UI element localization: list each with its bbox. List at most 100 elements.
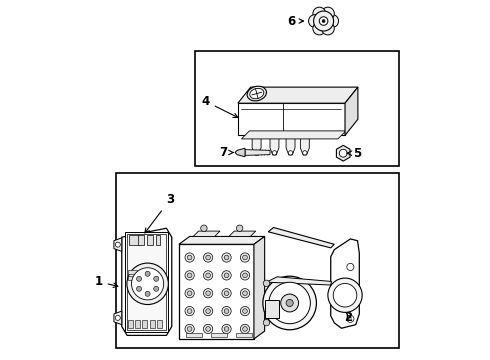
Circle shape [137, 276, 142, 281]
Bar [186, 333, 202, 337]
Polygon shape [229, 231, 256, 237]
Circle shape [254, 151, 259, 155]
Circle shape [303, 151, 307, 155]
Bar [138, 235, 144, 246]
Circle shape [333, 283, 357, 307]
Circle shape [263, 280, 270, 287]
Circle shape [309, 15, 321, 27]
Circle shape [281, 294, 298, 312]
Circle shape [203, 306, 213, 316]
Bar [265, 300, 279, 318]
Circle shape [187, 291, 192, 296]
Circle shape [187, 273, 192, 278]
Circle shape [243, 255, 247, 260]
Circle shape [289, 151, 293, 155]
Circle shape [347, 264, 354, 270]
Polygon shape [242, 131, 346, 139]
Circle shape [241, 289, 249, 298]
Polygon shape [122, 228, 172, 336]
Polygon shape [179, 237, 265, 244]
Circle shape [222, 271, 231, 280]
Circle shape [243, 273, 247, 278]
Polygon shape [252, 135, 261, 155]
Circle shape [203, 253, 213, 262]
Circle shape [187, 327, 192, 331]
Polygon shape [331, 239, 359, 328]
Bar [129, 235, 139, 246]
Circle shape [326, 15, 339, 27]
Circle shape [243, 327, 247, 331]
Circle shape [145, 291, 150, 296]
Circle shape [241, 324, 249, 334]
Circle shape [322, 19, 325, 22]
Text: 2: 2 [344, 311, 353, 324]
Circle shape [241, 271, 249, 280]
Bar [127, 234, 166, 330]
Circle shape [115, 315, 121, 320]
Polygon shape [337, 145, 350, 161]
Circle shape [187, 255, 192, 260]
Polygon shape [345, 87, 358, 135]
Circle shape [137, 286, 142, 291]
Circle shape [321, 7, 334, 20]
Circle shape [206, 309, 210, 314]
Circle shape [154, 286, 159, 291]
Bar [157, 320, 162, 328]
Bar [236, 333, 252, 337]
Circle shape [241, 253, 249, 262]
Circle shape [321, 22, 334, 35]
Circle shape [269, 282, 310, 324]
Circle shape [203, 271, 213, 280]
Polygon shape [238, 103, 345, 135]
Polygon shape [114, 238, 122, 251]
Circle shape [243, 291, 247, 296]
Circle shape [222, 324, 231, 334]
Circle shape [339, 149, 347, 157]
Circle shape [185, 253, 194, 262]
Polygon shape [245, 150, 270, 156]
Bar [211, 333, 227, 337]
Text: 6: 6 [287, 14, 303, 27]
Ellipse shape [250, 88, 264, 99]
Circle shape [131, 268, 164, 300]
Circle shape [222, 289, 231, 298]
Circle shape [224, 291, 229, 296]
Circle shape [201, 225, 207, 231]
Text: 3: 3 [145, 193, 174, 233]
Circle shape [185, 324, 194, 334]
Circle shape [127, 263, 169, 305]
Polygon shape [235, 148, 245, 157]
Circle shape [185, 289, 194, 298]
Polygon shape [300, 135, 309, 155]
Polygon shape [268, 228, 334, 248]
Polygon shape [193, 231, 220, 237]
Circle shape [222, 306, 231, 316]
Circle shape [314, 11, 334, 31]
Bar [149, 320, 155, 328]
Circle shape [286, 300, 293, 307]
Bar [135, 320, 140, 328]
Circle shape [272, 151, 277, 155]
Circle shape [237, 225, 243, 231]
Bar [147, 235, 153, 246]
Circle shape [145, 271, 150, 276]
Bar [125, 232, 168, 332]
Circle shape [313, 22, 326, 35]
Circle shape [319, 17, 328, 25]
Circle shape [241, 306, 249, 316]
Circle shape [206, 291, 210, 296]
Circle shape [185, 306, 194, 316]
Bar [117, 173, 398, 348]
Polygon shape [238, 87, 358, 103]
Bar [143, 320, 147, 328]
Bar [156, 235, 160, 246]
Bar [179, 244, 254, 339]
Ellipse shape [247, 86, 267, 101]
Circle shape [115, 242, 121, 247]
Polygon shape [254, 237, 265, 339]
Circle shape [203, 324, 213, 334]
Circle shape [313, 7, 326, 20]
Circle shape [263, 276, 317, 330]
Bar [195, 51, 398, 166]
Circle shape [185, 271, 194, 280]
